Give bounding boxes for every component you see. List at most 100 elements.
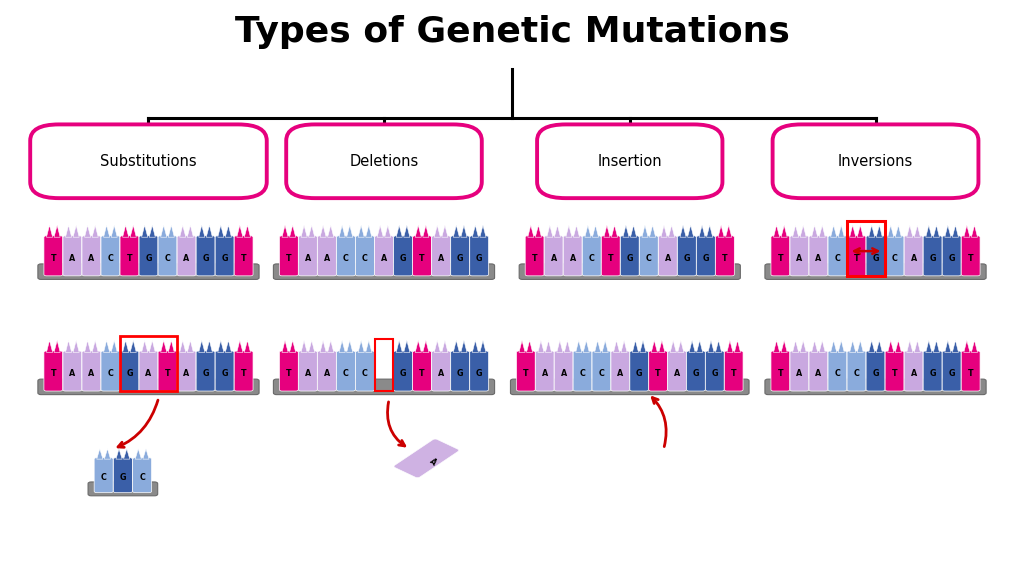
FancyBboxPatch shape xyxy=(30,124,266,198)
Text: G: G xyxy=(930,254,936,263)
Polygon shape xyxy=(839,225,845,237)
Polygon shape xyxy=(660,225,667,237)
Polygon shape xyxy=(812,225,818,237)
Polygon shape xyxy=(85,340,91,353)
Polygon shape xyxy=(687,225,693,237)
FancyBboxPatch shape xyxy=(280,351,298,391)
Polygon shape xyxy=(926,340,932,353)
Text: A: A xyxy=(324,369,330,378)
FancyBboxPatch shape xyxy=(583,236,601,276)
Bar xyxy=(847,221,886,276)
Polygon shape xyxy=(566,225,572,237)
Polygon shape xyxy=(415,340,421,353)
Polygon shape xyxy=(54,340,60,353)
FancyBboxPatch shape xyxy=(885,236,904,276)
Polygon shape xyxy=(403,225,410,237)
Polygon shape xyxy=(339,225,345,237)
Polygon shape xyxy=(623,225,629,237)
Polygon shape xyxy=(718,225,724,237)
Text: C: C xyxy=(165,254,170,263)
FancyBboxPatch shape xyxy=(924,236,942,276)
Polygon shape xyxy=(301,225,307,237)
Text: T: T xyxy=(731,369,736,378)
Polygon shape xyxy=(906,340,912,353)
Polygon shape xyxy=(472,340,478,353)
Text: T: T xyxy=(722,254,728,263)
Polygon shape xyxy=(358,225,365,237)
Polygon shape xyxy=(527,225,534,237)
Text: T: T xyxy=(50,254,56,263)
Text: A: A xyxy=(815,369,821,378)
FancyBboxPatch shape xyxy=(772,124,978,198)
Polygon shape xyxy=(123,225,129,237)
Polygon shape xyxy=(621,340,627,353)
Polygon shape xyxy=(103,225,110,237)
FancyBboxPatch shape xyxy=(197,236,215,276)
Polygon shape xyxy=(933,340,939,353)
FancyBboxPatch shape xyxy=(771,236,790,276)
FancyBboxPatch shape xyxy=(828,351,847,391)
Polygon shape xyxy=(611,225,617,237)
Polygon shape xyxy=(308,225,314,237)
Polygon shape xyxy=(819,340,825,353)
Polygon shape xyxy=(678,340,684,353)
Text: Insertion: Insertion xyxy=(597,154,663,169)
FancyBboxPatch shape xyxy=(573,351,592,391)
Polygon shape xyxy=(914,225,921,237)
Polygon shape xyxy=(441,225,447,237)
Text: T: T xyxy=(241,369,247,378)
Polygon shape xyxy=(819,225,825,237)
Polygon shape xyxy=(538,340,544,353)
Text: T: T xyxy=(523,369,528,378)
Text: G: G xyxy=(872,369,879,378)
Polygon shape xyxy=(218,340,224,353)
FancyBboxPatch shape xyxy=(470,351,488,391)
Text: T: T xyxy=(531,254,538,263)
FancyBboxPatch shape xyxy=(158,351,177,391)
Polygon shape xyxy=(812,340,818,353)
Text: A: A xyxy=(542,369,548,378)
Text: C: C xyxy=(892,254,897,263)
Polygon shape xyxy=(964,340,970,353)
Polygon shape xyxy=(206,225,212,237)
FancyBboxPatch shape xyxy=(866,351,885,391)
Polygon shape xyxy=(868,340,874,353)
FancyBboxPatch shape xyxy=(158,236,177,276)
Polygon shape xyxy=(472,225,478,237)
FancyBboxPatch shape xyxy=(962,236,980,276)
FancyBboxPatch shape xyxy=(273,264,495,279)
Polygon shape xyxy=(179,340,185,353)
Polygon shape xyxy=(461,225,467,237)
Polygon shape xyxy=(46,340,52,353)
Text: G: G xyxy=(203,254,209,263)
Polygon shape xyxy=(914,340,921,353)
FancyBboxPatch shape xyxy=(62,351,82,391)
FancyBboxPatch shape xyxy=(601,236,621,276)
Polygon shape xyxy=(135,449,141,459)
FancyBboxPatch shape xyxy=(88,482,158,496)
Polygon shape xyxy=(130,225,136,237)
FancyBboxPatch shape xyxy=(554,351,573,391)
FancyBboxPatch shape xyxy=(215,351,234,391)
FancyBboxPatch shape xyxy=(771,351,790,391)
Text: G: G xyxy=(684,254,690,263)
Text: T: T xyxy=(892,369,897,378)
Polygon shape xyxy=(161,340,167,353)
Polygon shape xyxy=(112,225,118,237)
Text: C: C xyxy=(580,369,586,378)
Text: C: C xyxy=(598,369,604,378)
Text: A: A xyxy=(665,254,671,263)
Polygon shape xyxy=(839,340,845,353)
Polygon shape xyxy=(415,225,421,237)
Polygon shape xyxy=(104,449,111,459)
Polygon shape xyxy=(707,225,713,237)
Polygon shape xyxy=(423,225,429,237)
FancyBboxPatch shape xyxy=(866,236,885,276)
FancyBboxPatch shape xyxy=(177,236,196,276)
Text: G: G xyxy=(948,369,955,378)
FancyBboxPatch shape xyxy=(286,124,481,198)
Polygon shape xyxy=(141,225,147,237)
Polygon shape xyxy=(480,340,486,353)
Polygon shape xyxy=(225,340,231,353)
Polygon shape xyxy=(290,340,296,353)
